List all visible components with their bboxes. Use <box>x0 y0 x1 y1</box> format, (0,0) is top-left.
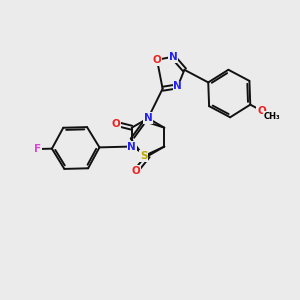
Text: CH₃: CH₃ <box>264 112 280 121</box>
Text: N: N <box>173 81 182 91</box>
Text: O: O <box>132 166 140 176</box>
Text: N: N <box>144 113 152 123</box>
Text: N: N <box>127 142 136 152</box>
Text: O: O <box>153 55 161 65</box>
Text: N: N <box>169 52 177 62</box>
Text: O: O <box>112 119 120 129</box>
Text: F: F <box>34 144 42 154</box>
Text: O: O <box>257 106 266 116</box>
Text: S: S <box>140 151 147 161</box>
